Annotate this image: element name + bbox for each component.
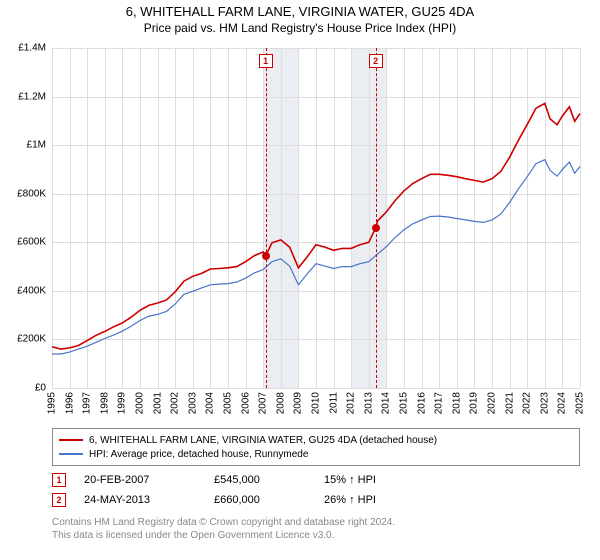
- x-axis-label: 2001: [152, 392, 163, 414]
- y-axis-label: £400K: [6, 285, 46, 296]
- footer-line-1: Contains HM Land Registry data © Crown c…: [52, 516, 580, 529]
- y-axis-label: £200K: [6, 334, 46, 345]
- sale-row-2: 2 24-MAY-2013 £660,000 26% ↑ HPI: [52, 490, 580, 510]
- sale-row-1: 1 20-FEB-2007 £545,000 15% ↑ HPI: [52, 470, 580, 490]
- legend-row-hpi: HPI: Average price, detached house, Runn…: [59, 447, 573, 461]
- x-axis-label: 2012: [346, 392, 357, 414]
- x-axis-label: 2000: [135, 392, 146, 414]
- legend-swatch-hpi: [59, 453, 83, 455]
- x-axis-label: 2005: [223, 392, 234, 414]
- x-axis-label: 1998: [99, 392, 110, 414]
- y-axis-label: £800K: [6, 188, 46, 199]
- marker-line: [266, 48, 267, 388]
- y-axis-label: £1M: [6, 140, 46, 151]
- gridline-h: [52, 388, 580, 389]
- x-axis-label: 2017: [434, 392, 445, 414]
- x-axis-label: 2011: [328, 392, 339, 414]
- y-axis-label: £600K: [6, 237, 46, 248]
- marker-dot: [372, 224, 380, 232]
- chart-area: 12 £0£200K£400K£600K£800K£1M£1.2M£1.4M19…: [52, 48, 580, 388]
- sale-date-2: 24-MAY-2013: [84, 494, 214, 506]
- x-axis-label: 2007: [258, 392, 269, 414]
- sale-date-1: 20-FEB-2007: [84, 474, 214, 486]
- x-axis-label: 2020: [487, 392, 498, 414]
- footer: Contains HM Land Registry data © Crown c…: [52, 516, 580, 542]
- y-axis-label: £0: [6, 383, 46, 394]
- x-axis-label: 1996: [64, 392, 75, 414]
- sale-hpi-2: 26% ↑ HPI: [324, 494, 424, 506]
- x-axis-label: 2018: [451, 392, 462, 414]
- marker-dot: [262, 252, 270, 260]
- x-axis-label: 2024: [557, 392, 568, 414]
- x-axis-label: 2025: [575, 392, 586, 414]
- x-axis-label: 2008: [275, 392, 286, 414]
- x-axis-label: 2002: [170, 392, 181, 414]
- footer-line-2: This data is licensed under the Open Gov…: [52, 529, 580, 542]
- x-axis-label: 2003: [187, 392, 198, 414]
- legend-label-property: 6, WHITEHALL FARM LANE, VIRGINIA WATER, …: [89, 435, 437, 446]
- x-axis-label: 2010: [311, 392, 322, 414]
- legend-row-property: 6, WHITEHALL FARM LANE, VIRGINIA WATER, …: [59, 433, 573, 447]
- x-axis-label: 2004: [205, 392, 216, 414]
- x-axis-label: 2009: [293, 392, 304, 414]
- chart-container: 6, WHITEHALL FARM LANE, VIRGINIA WATER, …: [0, 0, 600, 560]
- chart-title: 6, WHITEHALL FARM LANE, VIRGINIA WATER, …: [0, 4, 600, 19]
- x-axis-label: 2015: [399, 392, 410, 414]
- y-axis-label: £1.4M: [6, 43, 46, 54]
- sale-badge-2: 2: [52, 493, 66, 507]
- x-axis-label: 2006: [240, 392, 251, 414]
- x-axis-label: 2014: [381, 392, 392, 414]
- sale-price-1: £545,000: [214, 474, 324, 486]
- x-axis-label: 2021: [504, 392, 515, 414]
- x-axis-label: 2022: [522, 392, 533, 414]
- sale-hpi-1: 15% ↑ HPI: [324, 474, 424, 486]
- x-axis-label: 1997: [82, 392, 93, 414]
- marker-line: [376, 48, 377, 388]
- y-axis-label: £1.2M: [6, 91, 46, 102]
- x-axis-label: 2013: [363, 392, 374, 414]
- sale-badge-1: 1: [52, 473, 66, 487]
- chart-subtitle: Price paid vs. HM Land Registry's House …: [0, 21, 600, 35]
- gridline-v: [580, 48, 581, 388]
- x-axis-label: 2019: [469, 392, 480, 414]
- title-block: 6, WHITEHALL FARM LANE, VIRGINIA WATER, …: [0, 0, 600, 35]
- marker-badge: 1: [259, 54, 273, 68]
- x-axis-label: 2023: [539, 392, 550, 414]
- x-axis-label: 1999: [117, 392, 128, 414]
- sale-price-2: £660,000: [214, 494, 324, 506]
- legend-label-hpi: HPI: Average price, detached house, Runn…: [89, 449, 308, 460]
- plot-overlay: 12: [52, 48, 580, 388]
- x-axis-label: 2016: [416, 392, 427, 414]
- marker-badge: 2: [369, 54, 383, 68]
- legend-swatch-property: [59, 439, 83, 441]
- x-axis-label: 1995: [47, 392, 58, 414]
- legend: 6, WHITEHALL FARM LANE, VIRGINIA WATER, …: [52, 428, 580, 466]
- sales-table: 1 20-FEB-2007 £545,000 15% ↑ HPI 2 24-MA…: [52, 470, 580, 510]
